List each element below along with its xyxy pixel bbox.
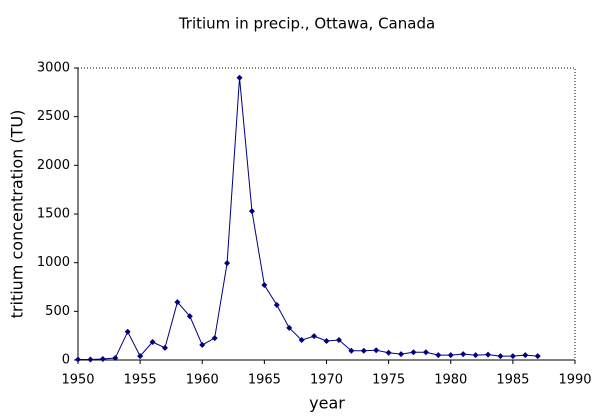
data-point [447,352,454,359]
x-tick-label: 1985 [496,373,529,388]
x-tick-label: 1990 [558,373,591,388]
data-point [360,347,367,354]
y-tick-label: 1500 [37,207,70,222]
data-point [273,302,280,309]
chart-title: Tritium in precip., Ottawa, Canada [178,15,435,33]
x-tick-label: 1955 [124,373,157,388]
data-point [472,352,479,359]
x-axis-title: year [309,394,345,413]
data-point [137,353,144,360]
data-point [99,356,106,363]
data-point [124,328,131,335]
data-point [335,337,342,344]
data-point [286,324,293,331]
data-point [149,338,156,345]
data-point [485,351,492,358]
y-axis-title: tritium concentration (TU) [8,110,27,319]
y-tick-label: 3000 [37,61,70,76]
data-point [174,299,181,306]
data-point [186,313,193,320]
data-point [435,352,442,359]
data-point [211,335,218,342]
data-point [161,344,168,351]
data-point [224,260,231,267]
y-tick-label: 1000 [37,255,70,270]
data-point [522,352,529,359]
data-point [509,353,516,360]
series-line [78,77,538,361]
data-point [534,353,541,360]
data-point [112,355,119,362]
data-point [410,349,417,356]
x-tick-label: 1960 [186,373,219,388]
x-tick-label: 1975 [372,373,405,388]
data-point [460,351,467,358]
data-point [422,349,429,356]
x-tick-label: 1970 [310,373,343,388]
y-tick-label: 2000 [37,158,70,173]
x-tick-label: 1965 [248,373,281,388]
x-tick-label: 1950 [61,373,94,388]
y-tick-label: 0 [62,353,70,368]
data-point [199,341,206,348]
data-point [261,282,268,289]
data-point [236,74,243,81]
y-tick-label: 500 [45,304,70,319]
data-point [87,356,94,363]
data-point [248,208,255,215]
data-point [311,333,318,340]
data-point [323,338,330,345]
data-point [75,356,81,363]
data-point [348,347,355,354]
data-point [298,337,305,344]
data-point [497,353,504,360]
plot-border [77,67,576,361]
x-tick-label: 1980 [434,373,467,388]
data-point [385,349,392,356]
data-point [398,351,405,358]
y-tick-label: 2500 [37,109,70,124]
data-point [373,347,380,354]
